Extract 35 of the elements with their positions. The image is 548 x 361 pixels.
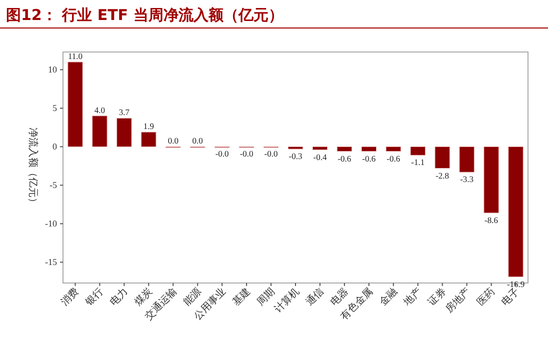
y-tick-label: 0 bbox=[52, 142, 58, 152]
data-label: -1.1 bbox=[411, 157, 425, 168]
data-label: 0.0 bbox=[192, 136, 203, 146]
data-label: -0.4 bbox=[313, 152, 328, 162]
data-label: -0.6 bbox=[386, 153, 400, 164]
data-label: -0.6 bbox=[338, 153, 352, 164]
x-tick-label: 消费 bbox=[58, 286, 82, 308]
title: 图12： 行业 ETF 当周净流入额（亿元） bbox=[6, 6, 284, 24]
y-tick-label: 5 bbox=[52, 103, 58, 114]
data-label: 3.7 bbox=[118, 107, 130, 118]
data-label: 0.0 bbox=[168, 136, 178, 146]
x-tick-label: 通信 bbox=[303, 286, 326, 308]
data-label: -3.3 bbox=[460, 174, 474, 184]
x-tick-label: 地产 bbox=[400, 286, 424, 309]
y-tick-label: -10 bbox=[45, 218, 58, 229]
data-label: -0.0 bbox=[240, 148, 254, 159]
y-tick-label: 10 bbox=[48, 64, 58, 75]
data-label: -0.0 bbox=[215, 148, 229, 159]
x-tick-label: 银行 bbox=[83, 286, 106, 309]
data-label: -2.8 bbox=[436, 170, 450, 180]
x-tick-label: 电力 bbox=[108, 286, 130, 308]
x-tick-label: 金融 bbox=[376, 286, 400, 308]
data-label: -0.6 bbox=[362, 153, 376, 164]
data-label: -0.0 bbox=[264, 148, 278, 159]
x-tick-label: 医药 bbox=[474, 286, 498, 308]
data-label: 4.0 bbox=[94, 104, 106, 115]
x-tick-label: 基建 bbox=[230, 286, 253, 308]
data-label: -0.3 bbox=[288, 151, 302, 162]
data-label: 11.0 bbox=[68, 51, 83, 62]
y-tick-label: -5 bbox=[50, 180, 58, 190]
y-axis-title: 净流入额（亿元） bbox=[27, 128, 39, 208]
data-label: -16.9 bbox=[506, 278, 525, 289]
data-label: 1.9 bbox=[143, 121, 154, 132]
y-tick-label: -15 bbox=[45, 257, 58, 268]
data-label: -8.6 bbox=[484, 214, 498, 225]
